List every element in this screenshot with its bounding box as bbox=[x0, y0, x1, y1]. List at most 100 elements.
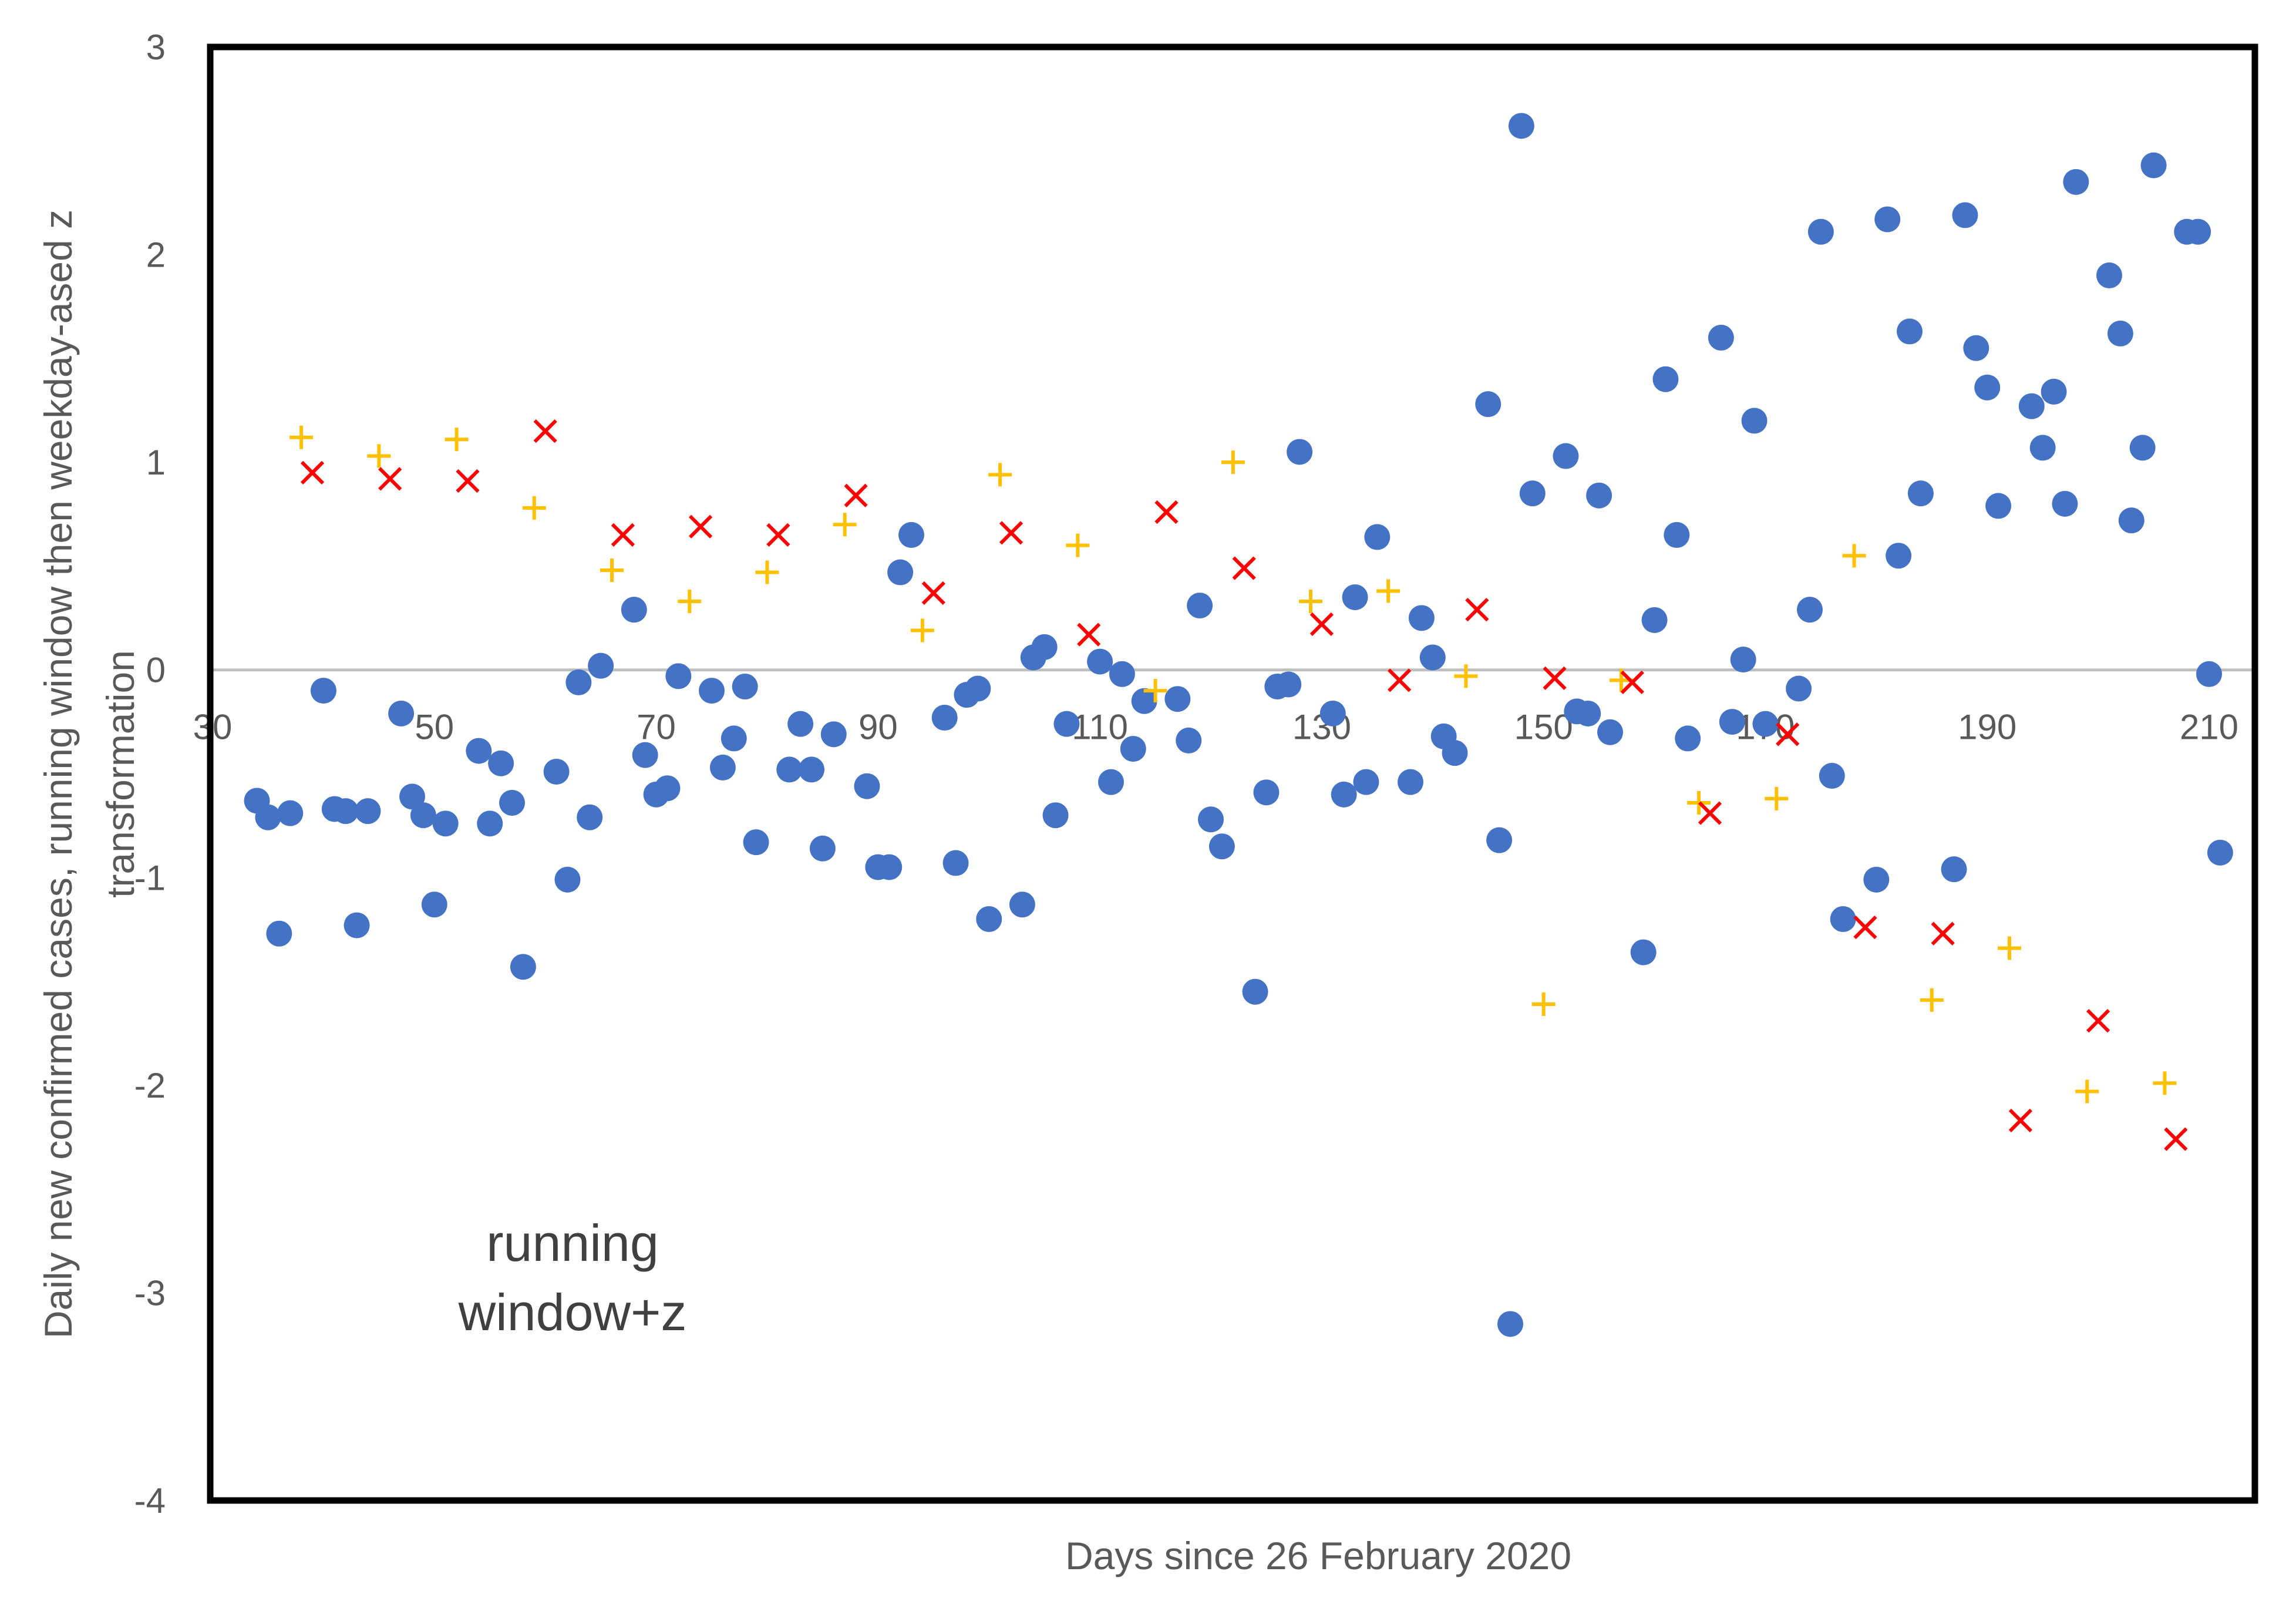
data-point-circle bbox=[1963, 335, 1989, 361]
data-point-cross bbox=[2164, 1127, 2188, 1151]
data-point-circle bbox=[709, 754, 736, 780]
data-point-circle bbox=[1630, 939, 1657, 965]
data-point-circle bbox=[2207, 839, 2233, 866]
data-point-plus bbox=[1998, 936, 2021, 960]
data-point-circle bbox=[1974, 374, 2001, 401]
data-point-plus bbox=[1376, 579, 1401, 603]
data-point-plus bbox=[600, 558, 624, 582]
data-point-circle bbox=[577, 804, 603, 830]
data-point-circle bbox=[1575, 700, 1601, 726]
data-point-circle bbox=[2052, 490, 2078, 517]
data-point-circle bbox=[898, 521, 924, 548]
data-point-circle bbox=[776, 756, 803, 783]
data-point-plus bbox=[678, 590, 702, 614]
data-point-plus bbox=[445, 428, 469, 452]
data-point-cross bbox=[1620, 670, 1644, 695]
data-point-circle bbox=[1364, 524, 1391, 550]
data-point-circle bbox=[1176, 727, 1202, 753]
data-point-plus bbox=[1531, 992, 1556, 1016]
data-point-circle bbox=[799, 756, 824, 783]
data-point-circle bbox=[820, 721, 847, 748]
data-point-circle bbox=[1897, 318, 1923, 345]
data-point-circle bbox=[1985, 493, 2012, 519]
data-point-circle bbox=[1253, 779, 1280, 806]
data-point-circle bbox=[2129, 435, 2156, 461]
data-point-cross bbox=[766, 523, 790, 547]
data-point-circle bbox=[1208, 833, 1235, 860]
data-point-circle bbox=[355, 798, 381, 825]
data-point-cross bbox=[533, 419, 557, 443]
data-point-circle bbox=[2185, 218, 2211, 245]
data-point-circle bbox=[854, 773, 880, 799]
data-point-circle bbox=[787, 711, 814, 737]
data-point-circle bbox=[1708, 325, 1734, 351]
y-tick-label: 2 bbox=[146, 235, 166, 275]
data-point-circle bbox=[976, 906, 1002, 932]
data-point-circle bbox=[277, 800, 304, 826]
data-point-circle bbox=[1275, 671, 1302, 698]
y-tick-label: -4 bbox=[134, 1481, 166, 1520]
data-point-circle bbox=[1342, 584, 1368, 610]
data-point-circle bbox=[1187, 593, 1213, 619]
data-point-circle bbox=[1652, 366, 1679, 392]
data-point-circle bbox=[388, 700, 415, 726]
data-point-circle bbox=[1164, 686, 1191, 712]
data-point-plus bbox=[1299, 590, 1322, 614]
data-point-plus bbox=[910, 618, 934, 642]
x-tick-label: 150 bbox=[1514, 708, 1573, 747]
data-point-circle bbox=[1597, 719, 1623, 745]
data-point-circle bbox=[1730, 647, 1756, 673]
data-point-circle bbox=[621, 597, 647, 623]
data-point-cross bbox=[300, 460, 325, 484]
data-point-plus bbox=[1842, 544, 1866, 568]
data-point-circle bbox=[510, 954, 536, 980]
data-point-circle bbox=[310, 678, 336, 704]
data-point-circle bbox=[543, 758, 570, 785]
data-point-plus bbox=[522, 496, 546, 520]
x-tick-label: 70 bbox=[637, 708, 676, 747]
data-point-circle bbox=[942, 850, 969, 876]
data-point-circle bbox=[2107, 320, 2133, 346]
data-point-cross bbox=[1154, 500, 1179, 524]
data-point-circle bbox=[421, 891, 447, 918]
y-tick-label: -3 bbox=[134, 1273, 166, 1313]
data-point-circle bbox=[554, 866, 581, 893]
data-point-circle bbox=[743, 829, 769, 856]
data-point-circle bbox=[1752, 711, 1779, 737]
data-point-circle bbox=[588, 652, 614, 679]
data-point-circle bbox=[1120, 736, 1146, 762]
data-point-plus bbox=[1454, 664, 1478, 688]
data-point-plus bbox=[833, 513, 857, 537]
data-point-circle bbox=[1508, 113, 1534, 139]
data-point-circle bbox=[1641, 607, 1668, 633]
data-point-cross bbox=[688, 514, 713, 539]
y-axis-title: Daily new confirmed cases, running windo… bbox=[36, 210, 142, 1338]
data-point-circle bbox=[1886, 543, 1912, 569]
data-point-circle bbox=[1353, 769, 1379, 795]
y-tick-label: 0 bbox=[146, 651, 166, 690]
data-point-circle bbox=[1408, 605, 1435, 631]
data-point-cross bbox=[921, 581, 945, 605]
data-point-plus bbox=[988, 463, 1012, 487]
data-point-circle bbox=[931, 705, 958, 731]
data-point-circle bbox=[1807, 218, 1834, 245]
data-point-circle bbox=[1786, 675, 1812, 702]
x-tick-label: 210 bbox=[2180, 708, 2238, 747]
data-point-circle bbox=[488, 750, 514, 776]
y-tick-label: 1 bbox=[146, 443, 166, 482]
data-point-circle bbox=[721, 725, 747, 752]
data-point-plus bbox=[2075, 1079, 2099, 1103]
data-point-cross bbox=[611, 523, 635, 547]
x-tick-label: 90 bbox=[859, 708, 898, 747]
y-axis-title-line-2: transformation bbox=[99, 650, 142, 898]
x-tick-label: 50 bbox=[415, 708, 454, 747]
data-point-cross bbox=[1931, 921, 1955, 946]
plot-area-border bbox=[207, 43, 2258, 1504]
data-point-circle bbox=[1719, 709, 1745, 735]
y-tick-labels: 3 2 1 0 -1 -2 -3 -4 bbox=[134, 28, 166, 1520]
data-point-circle bbox=[1952, 202, 1978, 228]
data-point-circle bbox=[1486, 827, 1513, 853]
data-point-cross bbox=[1309, 612, 1334, 637]
data-point-circle bbox=[1331, 781, 1357, 808]
data-point-circle bbox=[1242, 978, 1268, 1005]
